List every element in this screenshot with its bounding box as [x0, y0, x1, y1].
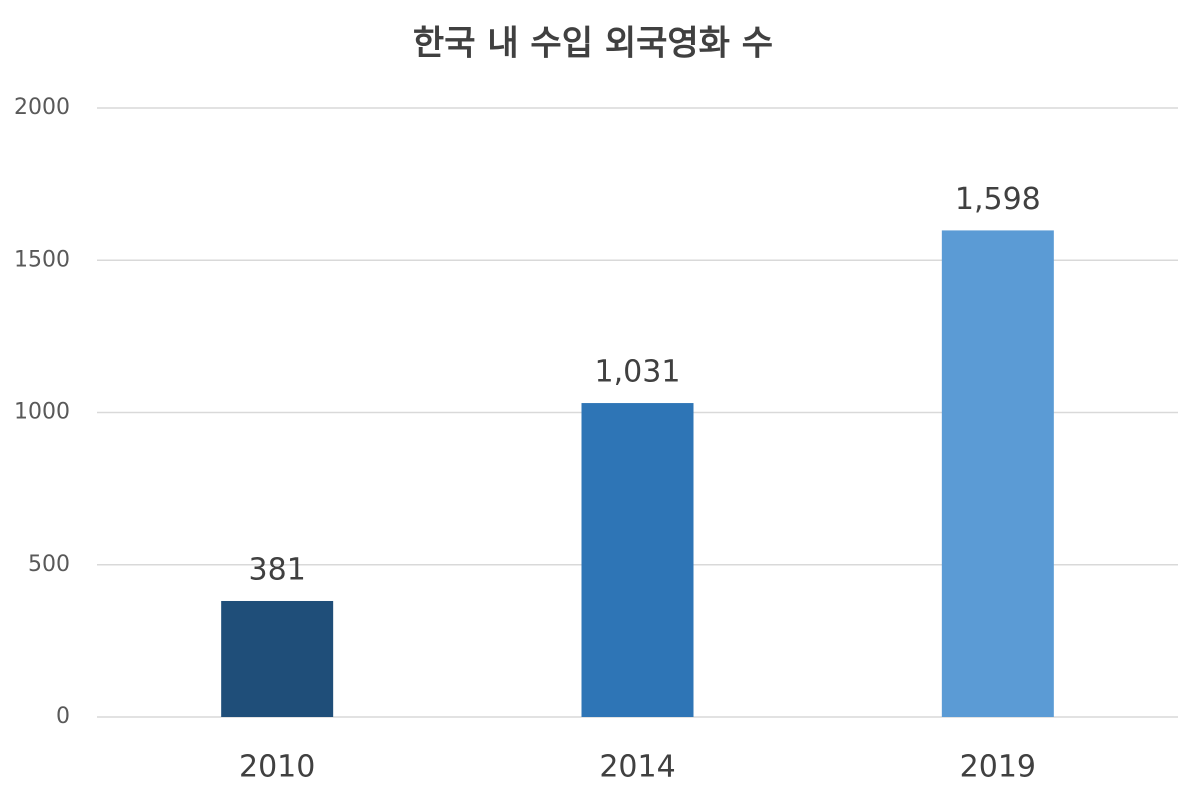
- x-tick-label: 2010: [239, 750, 315, 785]
- x-tick-label: 2019: [960, 750, 1036, 785]
- value-label: 1,598: [955, 182, 1041, 217]
- bar: [221, 600, 334, 717]
- bar: [581, 403, 694, 717]
- value-label: 1,031: [595, 355, 681, 390]
- y-tick-label: 500: [28, 552, 70, 577]
- y-tick-label: 2000: [14, 95, 70, 120]
- y-tick-label: 1000: [14, 400, 70, 425]
- value-label: 381: [249, 552, 306, 587]
- chart-title: 한국 내 수입 외국영화 수: [413, 24, 773, 64]
- bar: [941, 230, 1054, 717]
- x-tick-label: 2014: [599, 750, 675, 785]
- y-tick-label: 1500: [14, 247, 70, 272]
- y-tick-label: 0: [56, 704, 70, 729]
